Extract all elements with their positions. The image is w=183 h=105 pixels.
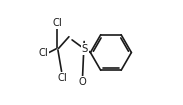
Text: Cl: Cl: [38, 47, 48, 58]
Text: Cl: Cl: [58, 73, 68, 83]
Text: S: S: [82, 44, 88, 54]
Text: O: O: [79, 77, 86, 87]
Text: Cl: Cl: [53, 18, 62, 28]
